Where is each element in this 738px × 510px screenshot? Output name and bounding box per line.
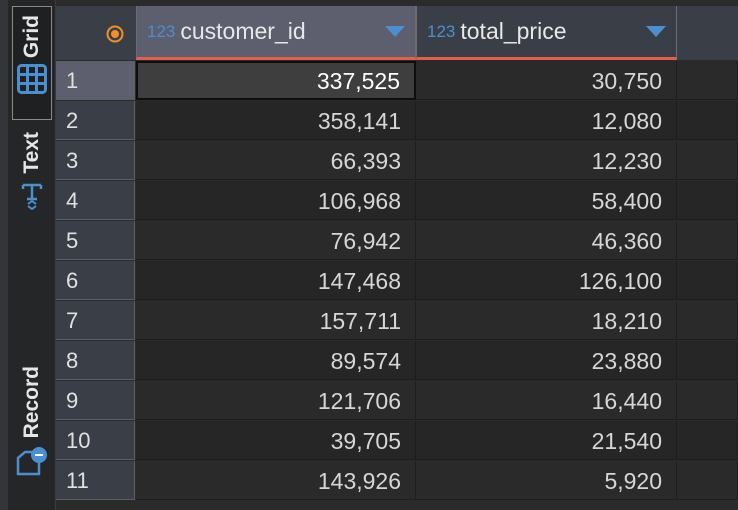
table-row[interactable]: 1 337,525 30,750 (56, 61, 738, 101)
empty-cell (677, 261, 738, 300)
cell-customer-id[interactable]: 143,926 (136, 461, 416, 500)
empty-cell (677, 101, 738, 140)
cell-customer-id[interactable]: 76,942 (136, 221, 416, 260)
cell-total-price[interactable]: 21,540 (416, 421, 677, 460)
row-number[interactable]: 3 (56, 141, 135, 180)
row-number[interactable]: 5 (56, 221, 135, 260)
cell-total-price[interactable]: 58,400 (416, 181, 677, 220)
cell-total-price[interactable]: 30,750 (416, 61, 677, 100)
record-view-button[interactable]: Record (12, 366, 52, 478)
empty-cell (677, 141, 738, 180)
cell-customer-id[interactable]: 66,393 (136, 141, 416, 180)
record-icon (16, 447, 47, 476)
table-row[interactable]: 6 147,468 126,100 (56, 261, 738, 301)
row-number[interactable]: 8 (56, 341, 135, 380)
empty-cell (677, 301, 738, 340)
table-row[interactable]: 4 106,968 58,400 (56, 181, 738, 221)
row-number[interactable]: 1 (56, 61, 135, 100)
cell-total-price[interactable]: 12,230 (416, 141, 677, 180)
row-number[interactable]: 2 (56, 101, 135, 140)
table-row[interactable]: 2 358,141 12,080 (56, 101, 738, 141)
row-number[interactable]: 6 (56, 261, 135, 300)
cell-customer-id[interactable]: 358,141 (136, 101, 416, 140)
table-row[interactable]: 11 143,926 5,920 (56, 461, 738, 501)
cell-customer-id[interactable]: 106,968 (136, 181, 416, 220)
cell-customer-id[interactable]: 147,468 (136, 261, 416, 300)
cell-total-price[interactable]: 46,360 (416, 221, 677, 260)
row-number[interactable]: 10 (56, 421, 135, 460)
empty-cell (677, 221, 738, 260)
row-header-corner[interactable] (56, 6, 136, 60)
table-row[interactable]: 8 89,574 23,880 (56, 341, 738, 381)
header-filler (677, 6, 738, 60)
grid-label: Grid (20, 15, 43, 59)
empty-cell (677, 461, 738, 500)
table-row[interactable]: 3 66,393 12,230 (56, 141, 738, 181)
cell-total-price[interactable]: 23,880 (416, 341, 677, 380)
row-number[interactable]: 7 (56, 301, 135, 340)
empty-cell (677, 381, 738, 420)
row-indicator-icon (106, 25, 124, 43)
text-cursor-icon (21, 183, 43, 210)
text-view-button[interactable]: Text (12, 132, 52, 210)
cell-total-price[interactable]: 18,210 (416, 301, 677, 340)
cell-customer-id[interactable]: 121,706 (136, 381, 416, 420)
cell-customer-id[interactable]: 89,574 (136, 341, 416, 380)
text-label: Text (20, 132, 43, 174)
empty-cell (677, 421, 738, 460)
numeric-type-icon: 123 (427, 21, 456, 41)
cell-customer-id[interactable]: 39,705 (136, 421, 416, 460)
cell-total-price[interactable]: 126,100 (416, 261, 677, 300)
sidebar-edge (0, 0, 8, 510)
cell-customer-id[interactable]: 157,711 (136, 301, 416, 340)
numeric-type-icon: 123 (147, 21, 176, 41)
row-number[interactable]: 4 (56, 181, 135, 220)
empty-cell (677, 181, 738, 220)
column-name: customer_id (180, 18, 306, 44)
grid-view-button[interactable]: Grid (12, 6, 52, 120)
sort-dropdown-icon[interactable] (646, 26, 666, 37)
column-header-customer-id[interactable]: 123 customer_id (136, 6, 416, 60)
row-number[interactable]: 9 (56, 381, 135, 420)
empty-cell (677, 61, 738, 100)
column-name: total_price (460, 18, 567, 44)
cell-total-price[interactable]: 16,440 (416, 381, 677, 420)
cell-total-price[interactable]: 5,920 (416, 461, 677, 500)
sort-dropdown-icon[interactable] (385, 26, 405, 37)
column-header-total-price[interactable]: 123 total_price (416, 6, 677, 60)
table-row[interactable]: 5 76,942 46,360 (56, 221, 738, 261)
cell-customer-id[interactable]: 337,525 (136, 61, 416, 100)
cell-total-price[interactable]: 12,080 (416, 101, 677, 140)
grid-icon (17, 64, 47, 95)
table-row[interactable]: 10 39,705 21,540 (56, 421, 738, 461)
view-switcher-sidebar: Grid Text Record (0, 0, 56, 510)
record-label: Record (20, 366, 43, 439)
table-row[interactable]: 9 121,706 16,440 (56, 381, 738, 421)
row-number[interactable]: 11 (56, 461, 135, 500)
table-row[interactable]: 7 157,711 18,210 (56, 301, 738, 341)
empty-cell (677, 341, 738, 380)
